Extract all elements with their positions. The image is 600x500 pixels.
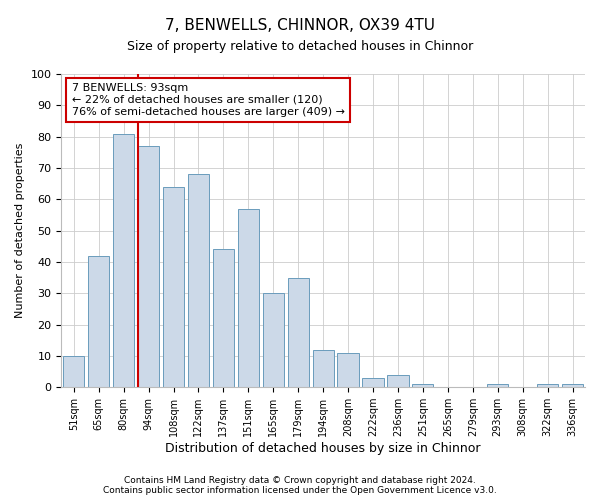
- Bar: [287, 278, 309, 387]
- Bar: [138, 146, 159, 387]
- Bar: [88, 256, 109, 387]
- Bar: [63, 356, 85, 387]
- Bar: [163, 187, 184, 387]
- Text: 7, BENWELLS, CHINNOR, OX39 4TU: 7, BENWELLS, CHINNOR, OX39 4TU: [165, 18, 435, 32]
- Bar: [487, 384, 508, 387]
- Text: Size of property relative to detached houses in Chinnor: Size of property relative to detached ho…: [127, 40, 473, 53]
- Bar: [362, 378, 383, 387]
- Bar: [337, 353, 359, 387]
- Y-axis label: Number of detached properties: Number of detached properties: [15, 143, 25, 318]
- Bar: [238, 208, 259, 387]
- Bar: [562, 384, 583, 387]
- Bar: [188, 174, 209, 387]
- Bar: [113, 134, 134, 387]
- Bar: [213, 250, 234, 387]
- X-axis label: Distribution of detached houses by size in Chinnor: Distribution of detached houses by size …: [166, 442, 481, 455]
- Text: Contains HM Land Registry data © Crown copyright and database right 2024.: Contains HM Land Registry data © Crown c…: [124, 476, 476, 485]
- Bar: [388, 374, 409, 387]
- Bar: [263, 294, 284, 387]
- Bar: [537, 384, 558, 387]
- Text: 7 BENWELLS: 93sqm
← 22% of detached houses are smaller (120)
76% of semi-detache: 7 BENWELLS: 93sqm ← 22% of detached hous…: [72, 84, 345, 116]
- Bar: [412, 384, 433, 387]
- Bar: [313, 350, 334, 387]
- Text: Contains public sector information licensed under the Open Government Licence v3: Contains public sector information licen…: [103, 486, 497, 495]
